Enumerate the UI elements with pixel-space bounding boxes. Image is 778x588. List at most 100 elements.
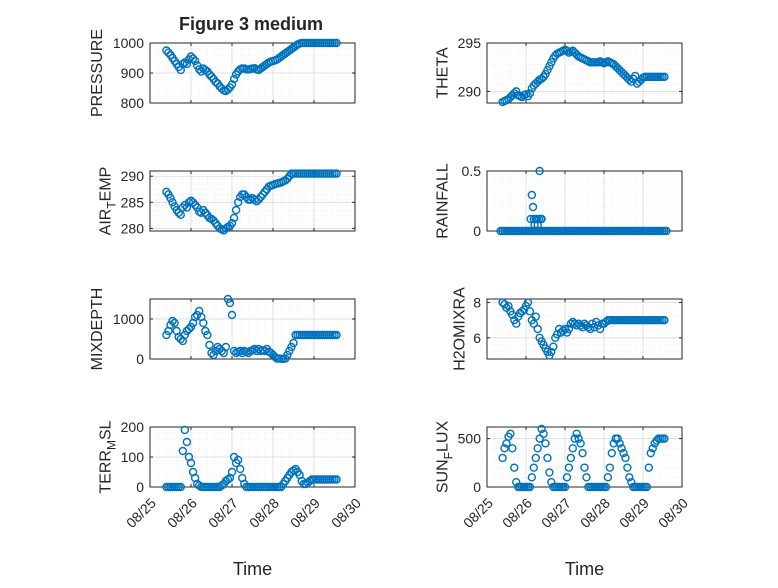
data-point xyxy=(199,318,208,328)
data-point xyxy=(660,434,669,443)
data-point xyxy=(564,324,574,334)
data-point xyxy=(188,54,198,63)
subplot-8: 0 500 08/25 08/26 08/27 08/28 08/29 08/30 Time SU… xyxy=(435,421,692,579)
data-point xyxy=(207,72,216,81)
x-tick-label: 08/28 xyxy=(246,495,282,531)
data-point xyxy=(560,482,570,492)
data-point xyxy=(162,46,171,55)
data-point xyxy=(566,453,576,463)
data-point xyxy=(617,444,626,453)
subplot-7: 0 100 200 08/25 08/26 08/27 08/28 08/29 08/30 Tim… xyxy=(98,419,365,579)
data-point xyxy=(574,434,583,443)
y-tick-label: 100 xyxy=(121,449,145,465)
data-point xyxy=(621,453,630,463)
data-point xyxy=(168,316,177,326)
data-point xyxy=(186,458,196,468)
x-tick-label: 08/27 xyxy=(538,495,574,531)
data-point xyxy=(541,439,550,448)
data-point xyxy=(235,464,245,474)
x-tick-label: 08/28 xyxy=(577,495,613,531)
data-point xyxy=(162,330,171,340)
data-point xyxy=(170,318,179,328)
data-point xyxy=(235,346,245,356)
data-point xyxy=(176,482,185,492)
x-axis-label: Time xyxy=(565,559,604,579)
y-tick-label: 900 xyxy=(121,65,145,81)
axes-box xyxy=(486,42,683,104)
data-point xyxy=(332,330,341,340)
data-point xyxy=(517,307,527,316)
axes-box xyxy=(149,298,356,360)
data-point xyxy=(332,475,341,484)
data-point xyxy=(209,350,218,360)
data-point xyxy=(227,310,237,320)
data-point xyxy=(289,338,298,348)
y-axis-label: H2OMIXRA xyxy=(452,287,469,371)
data-point xyxy=(182,59,192,69)
major-grid xyxy=(149,426,356,488)
data-point xyxy=(572,429,581,438)
data-point xyxy=(646,448,655,458)
data-point xyxy=(190,56,200,66)
y-tick-label: 500 xyxy=(458,431,482,447)
data-point xyxy=(576,439,585,448)
data-point xyxy=(192,310,202,320)
data-point xyxy=(166,193,175,203)
data-point xyxy=(233,455,243,465)
data-point xyxy=(562,46,572,55)
data-point xyxy=(631,71,640,81)
data-point xyxy=(229,213,239,223)
axes-box xyxy=(486,298,683,360)
data-point xyxy=(580,463,589,472)
data-point xyxy=(644,463,654,472)
data-point xyxy=(207,348,216,358)
data-point xyxy=(194,65,204,74)
data-point xyxy=(211,77,220,87)
y-axis-label: MIXDEPTH xyxy=(89,288,106,371)
data-point xyxy=(578,448,587,458)
y-tick-label: 295 xyxy=(458,35,482,51)
series-points xyxy=(498,298,669,360)
data-point xyxy=(229,74,239,84)
data-point xyxy=(332,38,341,48)
data-point xyxy=(500,444,509,453)
data-point xyxy=(201,326,210,336)
data-point xyxy=(539,429,548,438)
data-point xyxy=(211,346,220,356)
data-point xyxy=(238,348,247,358)
data-point xyxy=(225,298,235,308)
data-point xyxy=(178,446,188,456)
data-point xyxy=(498,453,507,463)
y-axis-label: SUNFLUX xyxy=(435,421,456,494)
data-point xyxy=(283,350,292,360)
data-point xyxy=(535,166,544,176)
y-axis-label: PRESSURE xyxy=(89,29,106,117)
data-point xyxy=(523,298,533,307)
data-point xyxy=(549,342,558,351)
data-point xyxy=(527,473,537,482)
y-tick-label: 0.5 xyxy=(462,163,482,179)
data-point xyxy=(660,315,669,325)
data-point xyxy=(166,320,175,330)
y-tick-label: 1000 xyxy=(113,35,144,51)
data-point xyxy=(590,323,599,332)
data-point xyxy=(537,424,546,434)
data-point xyxy=(613,434,622,443)
x-tick-label: 08/30 xyxy=(655,495,691,531)
axes-box xyxy=(486,170,683,232)
series-points xyxy=(162,294,341,363)
data-point xyxy=(180,330,190,340)
x-tick-label: 08/27 xyxy=(205,495,241,531)
data-point xyxy=(508,444,517,453)
x-tick-label: 08/26 xyxy=(164,495,200,531)
y-axis-label: AIRTEMP xyxy=(98,167,119,236)
series-points xyxy=(162,38,341,96)
data-point xyxy=(586,324,595,334)
data-point xyxy=(568,444,577,453)
data-point xyxy=(227,218,237,228)
data-point xyxy=(506,429,515,438)
data-point xyxy=(178,59,188,69)
y-tick-label: 800 xyxy=(121,95,145,111)
data-point xyxy=(527,190,537,200)
